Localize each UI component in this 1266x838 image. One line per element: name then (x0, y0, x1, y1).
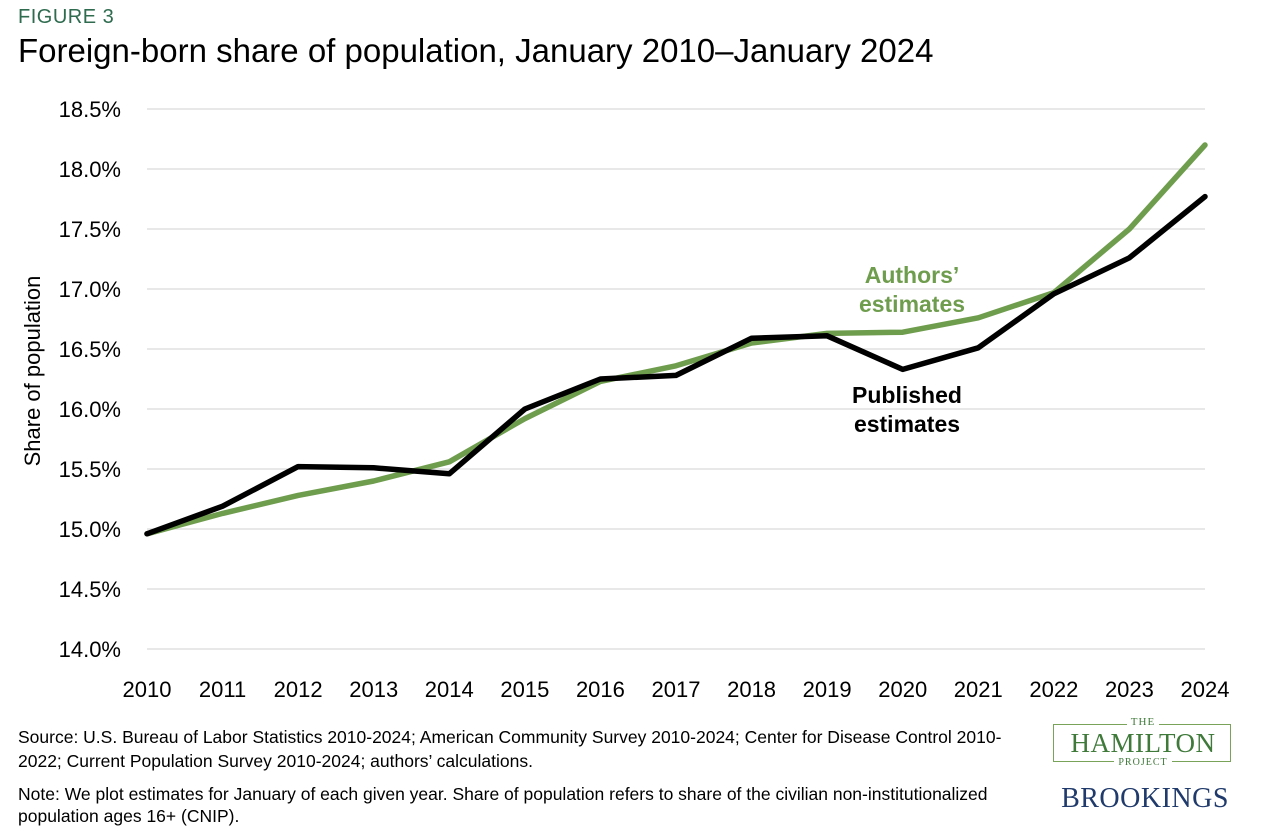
x-tick-label: 2011 (199, 677, 246, 702)
source-note: Source: U.S. Bureau of Labor Statistics … (18, 727, 1002, 771)
y-axis-label: Share of population (20, 276, 45, 467)
y-tick-label: 17.5% (59, 217, 121, 242)
series-line-published (144, 193, 1208, 537)
y-tick-label: 16.0% (59, 397, 121, 422)
y-tick-label: 15.5% (59, 457, 121, 482)
figure-label: FIGURE 3 (18, 6, 115, 28)
footnote: Note: We plot estimates for January of e… (18, 784, 988, 826)
series-label-authors: estimates (859, 291, 965, 317)
series-label-authors: Authors’ (865, 262, 960, 288)
x-tick-label: 2022 (1029, 677, 1078, 702)
x-tick-label: 2018 (727, 677, 776, 702)
x-tick-label: 2019 (803, 677, 852, 702)
x-tick-label: 2020 (878, 677, 927, 702)
y-tick-label: 15.0% (59, 517, 121, 542)
y-tick-label: 14.0% (59, 637, 121, 662)
x-tick-label: 2017 (652, 677, 701, 702)
x-tick-label: 2015 (500, 677, 549, 702)
logo-the-text: THE (1053, 716, 1233, 728)
series-label-published: estimates (854, 411, 960, 437)
chart-title: Foreign-born share of population, Januar… (18, 32, 934, 69)
line-chart: 14.0% 14.5% 15.0% 15.5% 16.0% 16.5% 17.0% 17.5%… (20, 97, 1230, 702)
series-label-published: Published (852, 382, 962, 408)
y-tick-label: 18.5% (59, 97, 121, 122)
brookings-logo: BROOKINGS (1061, 783, 1229, 814)
x-tick-label: 2014 (425, 677, 474, 702)
x-tick-label: 2012 (274, 677, 323, 702)
y-tick-label: 16.5% (59, 337, 121, 362)
x-tick-label: 2010 (123, 677, 172, 702)
x-tick-label: 2024 (1181, 677, 1230, 702)
x-tick-label: 2023 (1105, 677, 1154, 702)
logo-hamilton-text: HAMILTON (1070, 728, 1216, 758)
y-tick-label: 18.0% (59, 157, 121, 182)
x-tick-label: 2021 (954, 677, 1003, 702)
y-tick-label: 14.5% (59, 577, 121, 602)
x-tick-label: 2013 (349, 677, 398, 702)
hamilton-project-logo: THE HAMILTON PROJECT (1053, 716, 1233, 770)
y-tick-label: 17.0% (59, 277, 121, 302)
logo-project-text: PROJECT (1053, 757, 1233, 768)
x-tick-label: 2016 (576, 677, 625, 702)
series-line-authors (144, 142, 1208, 537)
